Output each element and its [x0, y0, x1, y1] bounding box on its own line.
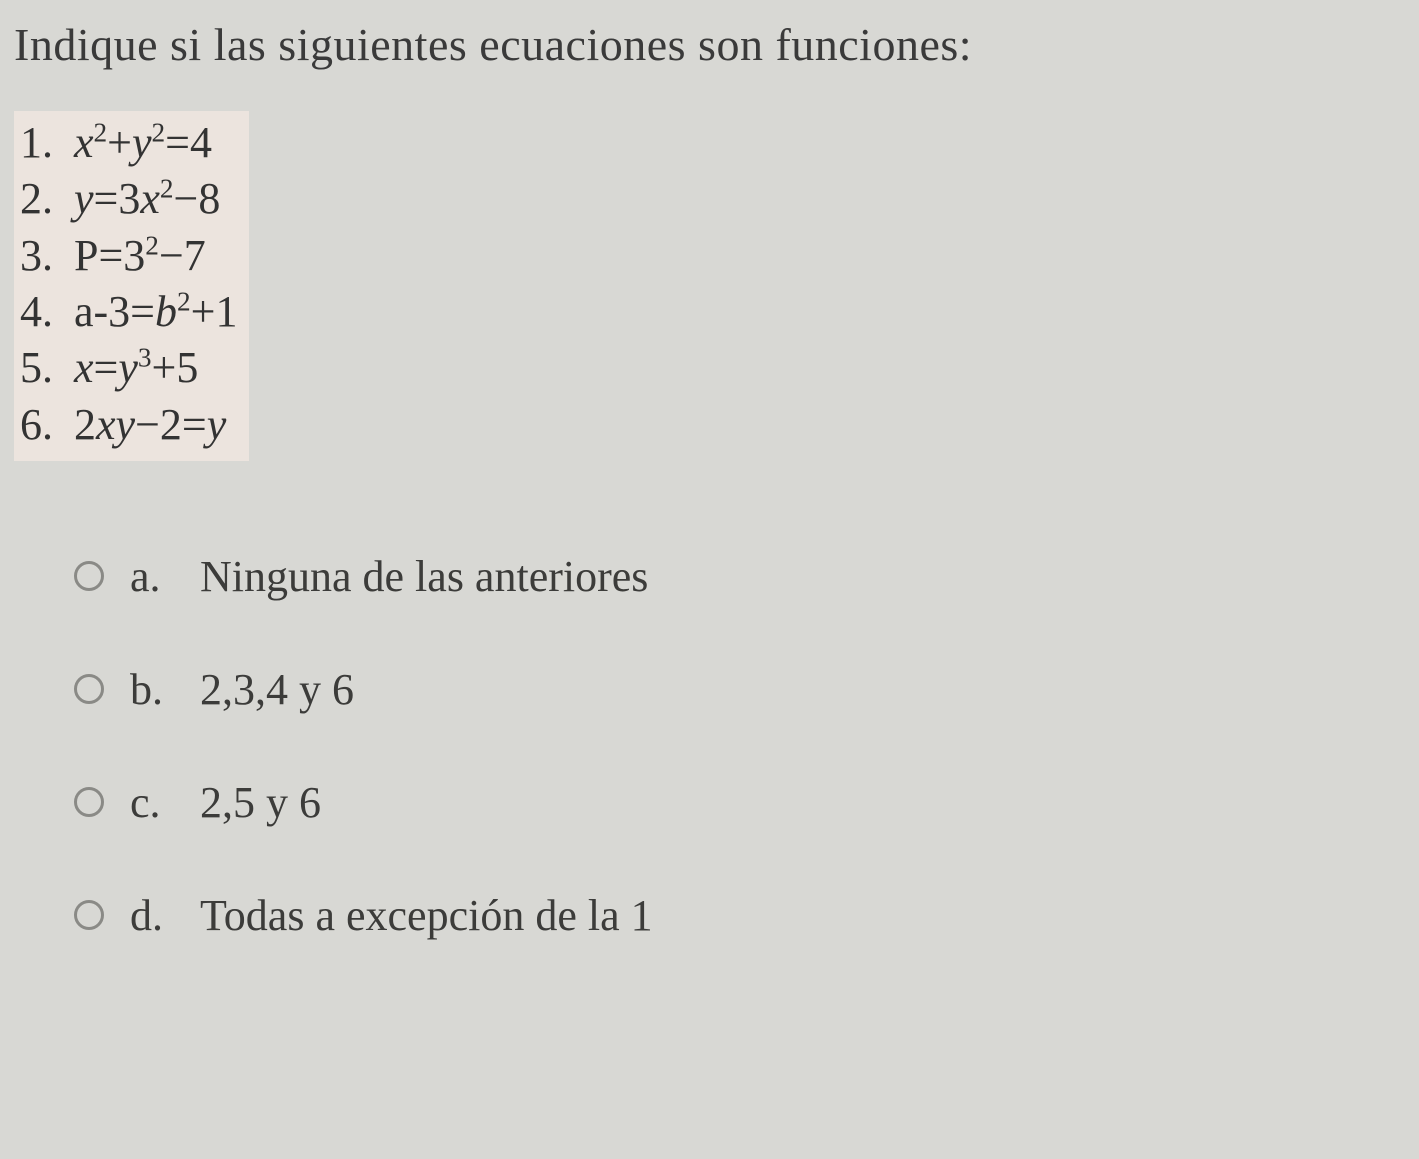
option-label: d.Todas a excepción de la 1: [130, 890, 653, 941]
radio-button[interactable]: [74, 900, 104, 930]
equation-2: 2.y=3x2−8: [20, 171, 237, 227]
option-letter: b.: [130, 664, 200, 715]
option-d[interactable]: d.Todas a excepción de la 1: [74, 890, 1395, 941]
radio-button[interactable]: [74, 561, 104, 591]
equation-number: 4.: [20, 284, 74, 340]
option-label: a.Ninguna de las anteriores: [130, 551, 648, 602]
radio-button[interactable]: [74, 674, 104, 704]
equation-5: 5.x=y3+5: [20, 340, 237, 396]
equation-body: a-3=b2+1: [74, 287, 237, 336]
answer-options: a.Ninguna de las anteriores b.2,3,4 y 6 …: [74, 551, 1395, 941]
equation-3: 3.P=32−7: [20, 228, 237, 284]
option-text: 2,3,4 y 6: [200, 665, 354, 714]
option-letter: c.: [130, 777, 200, 828]
equation-number: 3.: [20, 228, 74, 284]
option-c[interactable]: c.2,5 y 6: [74, 777, 1395, 828]
equation-body: P=32−7: [74, 231, 206, 280]
option-letter: d.: [130, 890, 200, 941]
equation-number: 2.: [20, 171, 74, 227]
option-label: b.2,3,4 y 6: [130, 664, 354, 715]
option-letter: a.: [130, 551, 200, 602]
equation-number: 1.: [20, 115, 74, 171]
radio-button[interactable]: [74, 787, 104, 817]
option-text: Todas a excepción de la 1: [200, 891, 653, 940]
equation-number: 6.: [20, 397, 74, 453]
equation-number: 5.: [20, 340, 74, 396]
equation-6: 6.2xy−2=y: [20, 397, 237, 453]
question-prompt: Indique si las siguientes ecuaciones son…: [14, 18, 1395, 71]
option-label: c.2,5 y 6: [130, 777, 321, 828]
equation-list: 1.x2+y2=4 2.y=3x2−8 3.P=32−7 4.a-3=b2+1 …: [14, 111, 249, 461]
option-b[interactable]: b.2,3,4 y 6: [74, 664, 1395, 715]
option-a[interactable]: a.Ninguna de las anteriores: [74, 551, 1395, 602]
option-text: Ninguna de las anteriores: [200, 552, 648, 601]
option-text: 2,5 y 6: [200, 778, 321, 827]
equation-body: x=y3+5: [74, 343, 198, 392]
equation-body: 2xy−2=y: [74, 400, 226, 449]
equation-1: 1.x2+y2=4: [20, 115, 237, 171]
equation-4: 4.a-3=b2+1: [20, 284, 237, 340]
equation-body: x2+y2=4: [74, 118, 212, 167]
equation-body: y=3x2−8: [74, 174, 220, 223]
quiz-page: Indique si las siguientes ecuaciones son…: [0, 0, 1419, 941]
